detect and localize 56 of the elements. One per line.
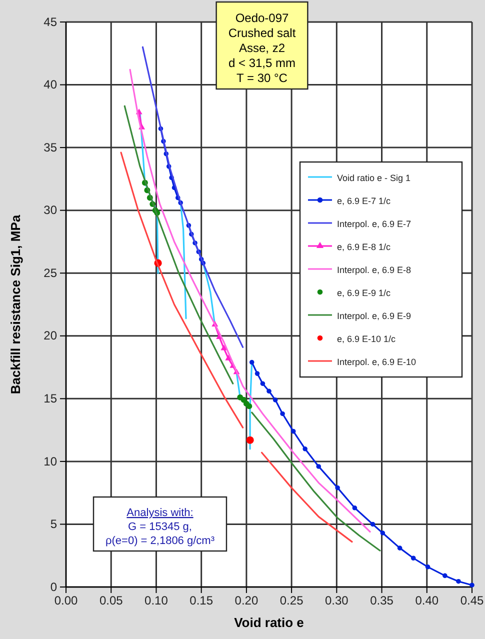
- point: [370, 522, 376, 527]
- point: [220, 344, 228, 350]
- y-tick-label: 30: [44, 203, 58, 218]
- point: [380, 530, 386, 536]
- legend-label: e, 6.9 E-7 1/c: [337, 196, 392, 206]
- x-tick-label: 0.00: [54, 594, 78, 608]
- y-axis-title: Backfill resistance Sig1, MPa: [8, 214, 23, 394]
- x-tick-label: 0.10: [144, 594, 168, 608]
- point: [280, 411, 285, 416]
- point: [456, 578, 461, 584]
- y-tick-label: 20: [44, 328, 58, 343]
- point: [425, 564, 430, 570]
- point: [272, 398, 278, 402]
- legend-label: Interpol. e, 6.9 E-9: [337, 311, 412, 321]
- annotation: Oedo-097 Crushed salt Asse, z2 d < 31,5 mm T = 30 °C: [228, 11, 296, 85]
- x-tick-label: 0.25: [280, 594, 304, 608]
- point: [246, 403, 252, 410]
- x-tick-label: 0.05: [99, 594, 124, 608]
- y-tick-label: 10: [44, 454, 58, 468]
- point: [260, 381, 266, 386]
- point: [266, 388, 272, 394]
- point: [397, 546, 402, 550]
- annotation: Analysis with: G = 15345 g, ρ(e=0) = 2,1806 g/cm³: [106, 507, 215, 547]
- y-tick-label: 25: [44, 266, 58, 280]
- y-tick-label: 0: [50, 580, 58, 594]
- x-tick-label: 0.15: [190, 594, 214, 608]
- y-tick-label: 15: [44, 392, 58, 406]
- x-tick-label: 0.45: [460, 594, 484, 608]
- legend-label: e, 6.9 E-9 1/c: [337, 288, 392, 298]
- x-axis-title: Void ratio e: [234, 615, 304, 630]
- point: [225, 354, 232, 360]
- point: [302, 446, 308, 452]
- x-tick-label: 0.35: [370, 594, 394, 608]
- legend-label: e, 6.9 E-8 1/c: [337, 242, 392, 252]
- legend-label: Interpol. e, 6.9 E-8: [337, 265, 412, 275]
- legend-label: Void ratio e - Sig 1: [337, 173, 411, 183]
- point: [335, 485, 340, 490]
- point: [410, 556, 416, 561]
- legend-label: e, 6.9 E-10 1/c: [337, 334, 396, 344]
- y-tick-label: 35: [44, 140, 58, 154]
- point: [254, 371, 260, 376]
- point: [442, 573, 448, 578]
- y-tick-label: 5: [50, 517, 58, 532]
- point: [249, 360, 254, 365]
- y-tick-label: 45: [44, 14, 58, 29]
- legend-label: Interpol. e, 6.9 E-7: [337, 219, 412, 229]
- x-tick-label: 0.20: [234, 594, 258, 608]
- point: [246, 436, 254, 444]
- point: [470, 582, 474, 588]
- legend-label: Interpol. e, 6.9 E-10: [337, 357, 416, 367]
- y-tick-label: 40: [44, 78, 58, 92]
- point: [352, 506, 358, 510]
- point: [290, 428, 296, 434]
- point: [316, 464, 322, 469]
- x-tick-label: 0.30: [324, 594, 349, 608]
- x-tick-label: 0.40: [415, 594, 439, 608]
